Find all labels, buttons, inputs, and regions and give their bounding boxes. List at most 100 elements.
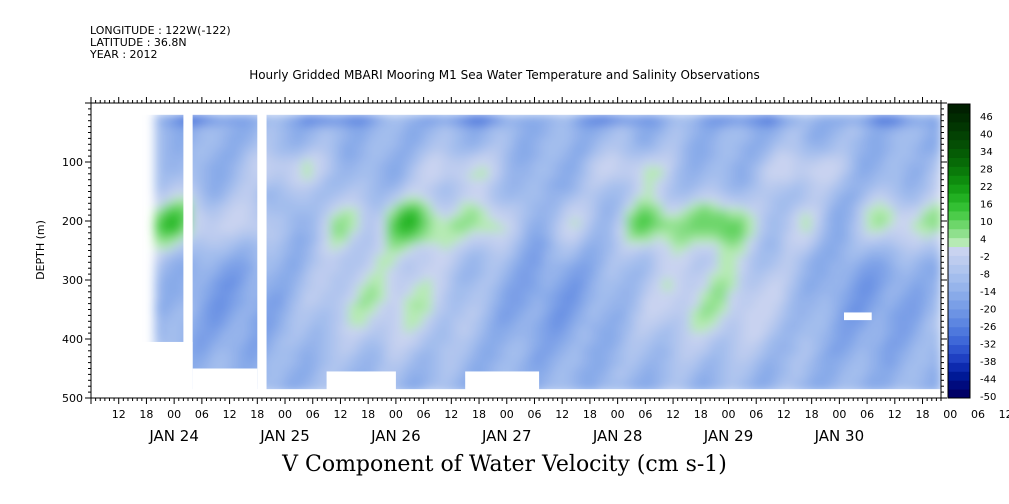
field-cell (782, 373, 795, 382)
field-cell (607, 220, 619, 228)
field-cell (219, 267, 231, 276)
field-cell (422, 349, 434, 358)
field-cell (154, 284, 166, 293)
field-cell (579, 267, 591, 276)
field-cell (672, 208, 684, 217)
field-cell (829, 255, 841, 264)
field-cell (727, 166, 739, 175)
field-cell (478, 137, 490, 146)
field-cell (348, 196, 360, 205)
field-cell (579, 172, 591, 181)
field-cell (773, 208, 785, 217)
field-cell (635, 220, 647, 228)
field-cell (210, 178, 222, 187)
field-cell (625, 261, 638, 270)
field-cell (515, 314, 527, 323)
field-cell (921, 332, 933, 340)
field-cell (801, 249, 813, 258)
field-cell (302, 261, 314, 270)
field-cell (690, 243, 702, 252)
field-cell (745, 320, 758, 329)
field-cell (912, 379, 924, 388)
field-cell (699, 231, 712, 240)
field-cell (154, 166, 166, 175)
field-cell (921, 290, 933, 299)
field-cell (413, 379, 425, 388)
field-cell (339, 119, 351, 128)
field-cell (441, 184, 453, 193)
field-cell (579, 155, 591, 163)
field-cell (404, 361, 416, 370)
field-cell (930, 178, 941, 187)
field-cell (496, 202, 508, 211)
field-cell (579, 220, 591, 228)
field-cell (542, 231, 554, 240)
field-cell (672, 373, 684, 382)
field-cell (856, 361, 869, 370)
field-cell (727, 172, 739, 181)
field-cell (367, 320, 379, 329)
field-cell (579, 113, 591, 122)
field-cell (690, 367, 702, 376)
field-cell (681, 349, 693, 358)
field-cell (782, 113, 795, 122)
field-cell (607, 273, 619, 281)
field-cell (561, 237, 573, 246)
field-cell (718, 231, 730, 240)
field-cell (792, 367, 804, 376)
field-cell (782, 267, 795, 276)
field-cell (524, 149, 536, 158)
field-cell (339, 161, 351, 169)
field-cell (745, 178, 758, 187)
field-cell (154, 161, 166, 169)
field-cell (247, 279, 259, 287)
field-cell (819, 172, 832, 181)
field-cell (718, 196, 730, 205)
field-cell (348, 161, 360, 169)
field-cell (542, 155, 554, 163)
field-cell (339, 184, 351, 193)
field-cell (357, 296, 370, 305)
field-cell (284, 225, 296, 234)
field-cell (404, 155, 416, 163)
field-cell (727, 279, 739, 287)
field-cell (265, 349, 277, 358)
field-cell (921, 214, 933, 222)
field-cell (653, 279, 665, 287)
field-cell (607, 119, 619, 128)
field-cell (866, 137, 878, 146)
field-cell (699, 284, 712, 293)
field-cell (284, 214, 296, 222)
field-cell (773, 290, 785, 299)
field-cell (515, 296, 527, 305)
field-cell (228, 343, 240, 352)
field-cell (274, 279, 287, 287)
field-cell (320, 166, 333, 175)
field-cell (394, 178, 407, 187)
field-cell (792, 261, 804, 270)
field-cell (903, 220, 915, 228)
field-cell (293, 367, 305, 376)
field-cell (200, 161, 213, 169)
field-cell (468, 273, 481, 281)
field-cell (672, 355, 684, 364)
field-cell (441, 231, 453, 240)
field-cell (736, 379, 748, 388)
field-cell (284, 220, 296, 228)
field-cell (829, 314, 841, 323)
field-cell (801, 338, 813, 346)
field-cell (875, 214, 887, 222)
field-cell (524, 196, 536, 205)
x-tick-label: 06 (195, 408, 209, 421)
field-cell (357, 284, 370, 293)
field-cell (838, 178, 850, 187)
field-cell (200, 314, 213, 323)
field-cell (838, 149, 850, 158)
field-cell (219, 220, 231, 228)
field-cell (247, 243, 259, 252)
field-cell (579, 361, 591, 370)
field-cell (662, 137, 675, 146)
field-cell (404, 267, 416, 276)
field-cell (653, 214, 665, 222)
field-cell (653, 125, 665, 134)
